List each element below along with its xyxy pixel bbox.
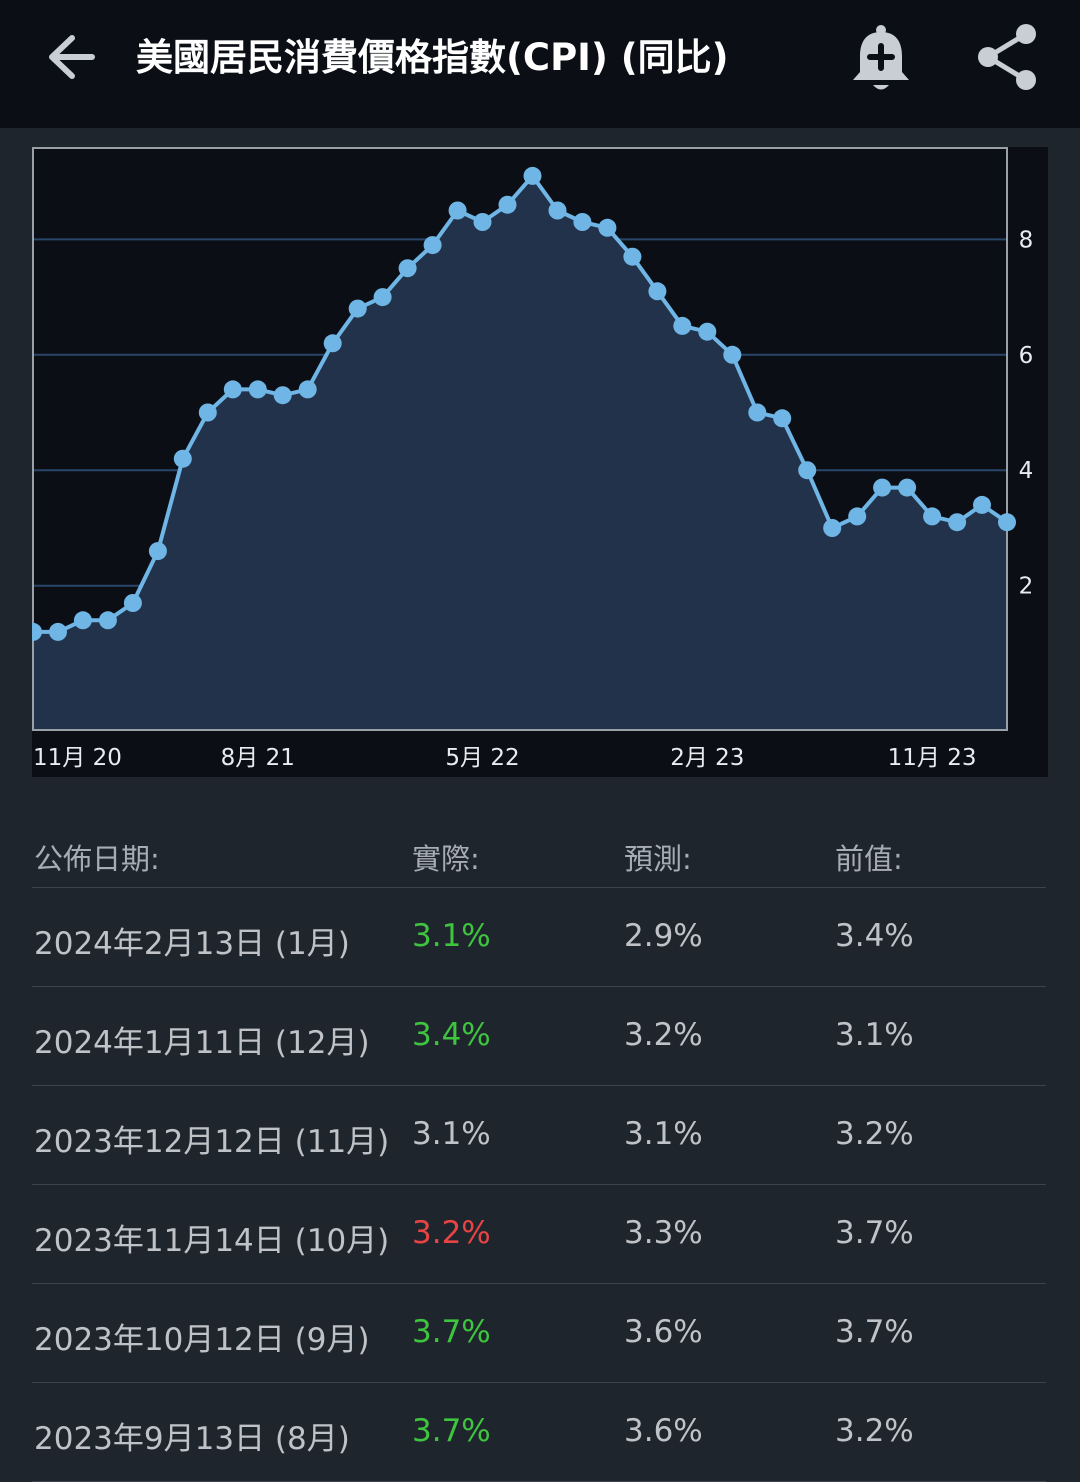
forecast-value: 3.6% (624, 1314, 703, 1350)
data-point (298, 380, 317, 399)
data-point (123, 594, 142, 612)
previous-value: 3.7% (835, 1314, 914, 1350)
data-point (673, 316, 692, 335)
release-date: 2023年12月12日 (11月) (34, 1124, 390, 1160)
data-point (498, 195, 517, 214)
back-arrow-icon (49, 35, 95, 79)
y-tick-label: 6 (1019, 343, 1034, 369)
release-date: 2023年11月14日 (10月) (34, 1223, 390, 1259)
data-point (548, 201, 567, 220)
release-history-table: 公佈日期: 實際: 預測: 前值: 2024年2月13日 (1月) 3.1% 2… (32, 822, 1046, 1482)
data-point (323, 334, 342, 353)
data-point (998, 513, 1016, 532)
data-point (348, 299, 367, 318)
data-point (49, 622, 67, 641)
previous-value: 3.2% (835, 1116, 914, 1152)
table-row[interactable]: 2023年11月14日 (10月) 3.2% 3.3% 3.7% (32, 1185, 1046, 1284)
table-row[interactable]: 2024年2月13日 (1月) 3.1% 2.9% 3.4% (32, 888, 1046, 987)
data-point (423, 236, 442, 255)
table-header: 公佈日期: 實際: 預測: 前值: (32, 822, 1046, 888)
data-point (448, 201, 467, 220)
data-point (373, 288, 392, 307)
y-tick-label: 4 (1019, 458, 1034, 484)
previous-value: 3.4% (835, 918, 914, 954)
data-point (848, 507, 867, 526)
data-point (948, 513, 967, 532)
page-title: 美國居民消費價格指數(CPI) (同比) (136, 36, 729, 79)
series-line (33, 173, 1009, 634)
share-icon (978, 24, 1036, 90)
previous-value: 3.7% (835, 1215, 914, 1251)
actual-value: 3.2% (412, 1215, 491, 1251)
table-row[interactable]: 2023年12月12日 (11月) 3.1% 3.1% 3.2% (32, 1086, 1046, 1185)
x-tick-label: 5月 22 (445, 745, 519, 771)
previous-value: 3.1% (835, 1017, 914, 1053)
y-tick-label: 8 (1019, 227, 1034, 253)
data-point (223, 380, 242, 399)
header-actual: 實際: (412, 842, 480, 876)
table-row[interactable]: 2023年10月12日 (9月) 3.7% 3.6% 3.7% (32, 1284, 1046, 1383)
data-point (198, 403, 217, 422)
data-point (723, 345, 742, 364)
data-point (32, 622, 42, 641)
cpi-chart[interactable]: 2 4 6 8 11月 20 8月 21 5月 22 2月 23 11月 23 (32, 147, 1048, 777)
x-tick-label: 2月 23 (670, 745, 744, 771)
data-point (398, 259, 417, 278)
data-point (598, 218, 617, 237)
release-date: 2024年2月13日 (1月) (34, 926, 350, 962)
cpi-chart-svg: 2 4 6 8 11月 20 8月 21 5月 22 2月 23 11月 23 (32, 147, 1034, 771)
data-point (823, 519, 842, 537)
y-tick-label: 2 (1019, 574, 1034, 600)
x-tick-label: 8月 21 (221, 745, 295, 771)
data-point (973, 495, 991, 514)
data-point (698, 322, 717, 341)
add-alert-bell-icon (853, 25, 909, 90)
x-tick-label: 11月 23 (888, 745, 977, 771)
actual-value: 3.7% (412, 1314, 491, 1350)
data-point (748, 403, 767, 422)
data-point (473, 213, 492, 231)
actual-value: 3.7% (412, 1413, 491, 1449)
table-row[interactable]: 2024年1月11日 (12月) 3.4% 3.2% 3.1% (32, 987, 1046, 1086)
back-button[interactable] (40, 26, 106, 92)
forecast-value: 3.6% (624, 1413, 703, 1449)
forecast-value: 3.2% (624, 1017, 703, 1053)
add-alert-button[interactable] (848, 22, 914, 94)
release-date: 2023年9月13日 (8月) (34, 1421, 350, 1457)
data-point (523, 166, 542, 185)
data-point (773, 409, 792, 428)
data-point (248, 380, 267, 399)
header-previous: 前值: (835, 842, 903, 876)
x-tick-label: 11月 20 (33, 745, 122, 771)
data-point (623, 247, 642, 266)
data-point (148, 542, 167, 561)
table-row[interactable]: 2023年9月13日 (8月) 3.7% 3.6% 3.2% (32, 1383, 1046, 1482)
data-point (73, 611, 92, 630)
data-point (923, 507, 942, 526)
app-header: 美國居民消費價格指數(CPI) (同比) (0, 0, 1080, 128)
data-point (898, 478, 917, 497)
data-point (798, 461, 817, 480)
data-point (873, 478, 892, 497)
actual-value: 3.1% (412, 918, 491, 954)
chart-area-fill (33, 175, 1007, 730)
forecast-value: 3.3% (624, 1215, 703, 1251)
data-point (573, 213, 592, 231)
data-point (173, 449, 192, 468)
actual-value: 3.1% (412, 1116, 491, 1152)
forecast-value: 3.1% (624, 1116, 703, 1152)
header-forecast: 預測: (624, 842, 692, 876)
release-date: 2024年1月11日 (12月) (34, 1025, 370, 1061)
forecast-value: 2.9% (624, 918, 703, 954)
release-date: 2023年10月12日 (9月) (34, 1322, 370, 1358)
previous-value: 3.2% (835, 1413, 914, 1449)
header-release-date: 公佈日期: (34, 842, 160, 876)
plot-frame (32, 147, 1008, 731)
data-point (273, 386, 292, 405)
actual-value: 3.4% (412, 1017, 491, 1053)
share-button[interactable] (974, 22, 1040, 92)
data-point (98, 611, 117, 630)
data-point (648, 282, 667, 301)
